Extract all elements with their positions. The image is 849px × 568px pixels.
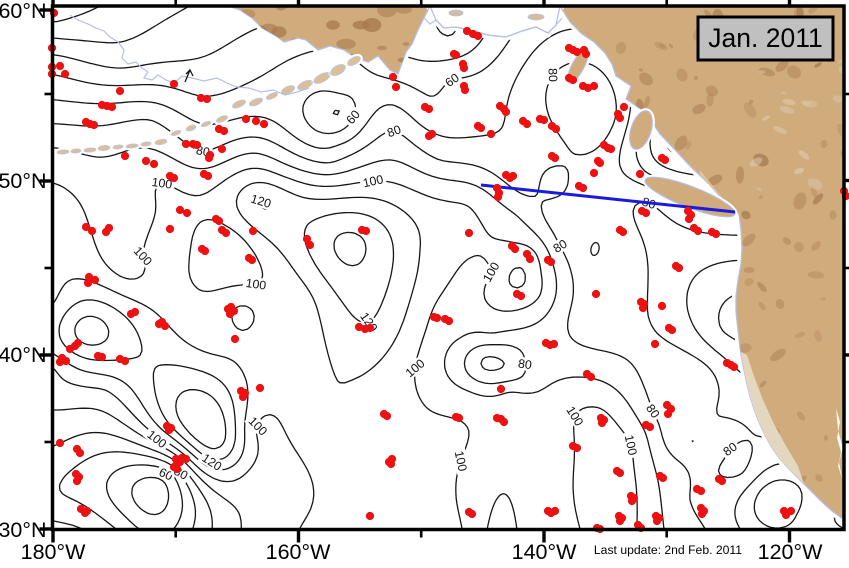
svg-text:120: 120	[249, 192, 273, 211]
svg-text:60: 60	[157, 465, 175, 484]
svg-text:Last update: 2nd Feb. 2011: Last update: 2nd Feb. 2011	[594, 543, 742, 557]
svg-text:100: 100	[622, 434, 640, 457]
svg-text:50°N: 50°N	[0, 169, 47, 193]
svg-text:60°N: 60°N	[0, 0, 47, 23]
svg-text:60: 60	[443, 70, 462, 89]
svg-text:40°N: 40°N	[0, 343, 47, 367]
svg-text:140°W: 140°W	[512, 540, 577, 563]
svg-text:100: 100	[245, 276, 267, 293]
svg-text:180°W: 180°W	[21, 540, 86, 563]
svg-text:80: 80	[643, 402, 662, 421]
svg-text:160°W: 160°W	[266, 540, 331, 563]
svg-text:80: 80	[721, 439, 740, 458]
svg-text:80: 80	[385, 122, 403, 140]
svg-text:100: 100	[452, 450, 470, 473]
svg-text:30°N: 30°N	[0, 518, 47, 542]
svg-text:Jan. 2011: Jan. 2011	[708, 23, 822, 53]
svg-text:100: 100	[362, 172, 385, 190]
svg-text:80: 80	[545, 68, 559, 82]
svg-text:120°W: 120°W	[758, 540, 823, 563]
svg-text:80: 80	[551, 237, 570, 256]
svg-text:80: 80	[517, 356, 533, 372]
